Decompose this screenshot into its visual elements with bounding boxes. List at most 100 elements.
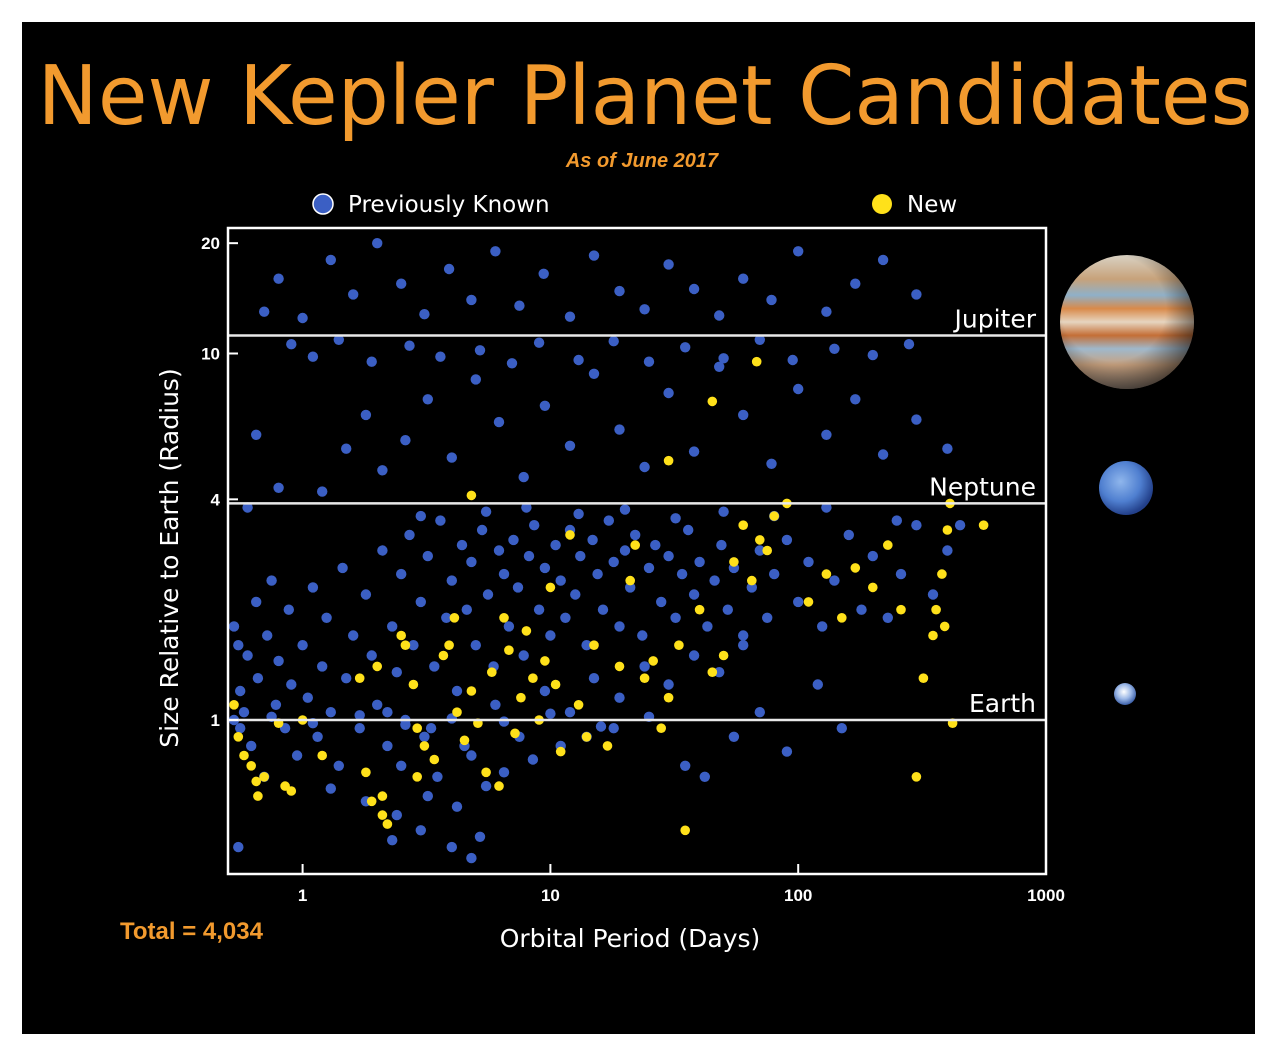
- known-point-217: [643, 356, 655, 367]
- new-point-17: [382, 819, 393, 829]
- new-point-14: [366, 796, 377, 807]
- known-point-221: [787, 354, 798, 366]
- new-point-68: [821, 569, 832, 579]
- known-point-82: [637, 630, 648, 641]
- new-point-74: [911, 772, 922, 782]
- known-point-61: [523, 550, 535, 562]
- new-point-20: [408, 679, 419, 690]
- known-point-49: [461, 604, 472, 615]
- known-point-39: [408, 640, 419, 651]
- known-point-18: [302, 692, 313, 703]
- known-point-251: [812, 679, 823, 690]
- known-point-239: [354, 710, 365, 721]
- known-point-100: [762, 612, 773, 623]
- known-point-116: [382, 707, 393, 718]
- known-point-220: [754, 334, 765, 345]
- known-point-209: [366, 356, 377, 367]
- known-point-76: [603, 515, 614, 526]
- new-point-43: [565, 530, 575, 540]
- new-point-33: [504, 645, 514, 655]
- known-point-9: [262, 630, 273, 641]
- legend-label-previously-known: Previously Known: [348, 192, 550, 218]
- known-point-29: [360, 589, 372, 600]
- known-point-58: [508, 534, 519, 546]
- x-axis-ticks: 1 10 100 1000: [298, 864, 1065, 905]
- new-point-86: [663, 455, 674, 466]
- known-point-193: [588, 250, 600, 261]
- known-point-214: [533, 337, 545, 348]
- new-point-58: [707, 667, 718, 677]
- known-point-162: [518, 471, 529, 483]
- new-point-54: [663, 692, 674, 703]
- known-point-146: [446, 841, 457, 853]
- new-point-70: [850, 563, 861, 573]
- known-point-152: [273, 482, 284, 493]
- known-point-110: [882, 612, 893, 623]
- new-point-91: [377, 791, 388, 801]
- known-point-51: [470, 640, 481, 651]
- legend-label-new: New: [907, 192, 957, 218]
- x-tick-label-3: 1000: [1027, 886, 1065, 905]
- known-point-60: [518, 650, 529, 661]
- planet-images: [1060, 255, 1194, 705]
- known-point-77: [608, 556, 619, 568]
- known-point-163: [539, 400, 551, 411]
- known-point-63: [533, 604, 545, 615]
- new-point-60: [729, 557, 739, 567]
- new-point-41: [550, 679, 561, 690]
- new-point-72: [883, 540, 893, 550]
- known-point-79: [619, 545, 631, 556]
- known-point-207: [307, 351, 319, 362]
- known-point-90: [688, 589, 700, 600]
- known-point-87: [670, 612, 681, 623]
- new-point-0: [229, 700, 239, 710]
- known-point-206: [286, 339, 297, 350]
- y-tick-label-2: 10: [201, 345, 220, 364]
- new-point-12: [354, 673, 365, 683]
- known-point-197: [688, 283, 700, 295]
- series-1: [229, 356, 989, 836]
- new-point-22: [419, 741, 430, 751]
- known-point-20: [312, 731, 323, 742]
- new-point-31: [494, 781, 504, 791]
- known-point-130: [396, 760, 407, 771]
- known-point-24: [333, 760, 344, 771]
- new-point-34: [510, 728, 520, 739]
- known-point-200: [766, 294, 777, 306]
- new-point-65: [769, 511, 779, 521]
- known-point-23: [325, 707, 336, 718]
- new-point-51: [639, 673, 650, 683]
- chart-subtitle: As of June 2017: [565, 150, 719, 172]
- known-point-149: [233, 841, 244, 853]
- known-point-28: [354, 723, 365, 734]
- known-point-190: [514, 300, 525, 311]
- known-point-30: [366, 650, 377, 661]
- new-point-50: [630, 540, 640, 550]
- known-point-247: [699, 771, 710, 782]
- known-point-107: [843, 529, 854, 541]
- known-point-250: [781, 746, 793, 757]
- known-point-73: [587, 534, 598, 546]
- known-point-19: [307, 582, 319, 593]
- known-point-113: [927, 589, 939, 600]
- known-point-157: [400, 435, 411, 446]
- known-point-219: [718, 353, 729, 364]
- chart-title: New Kepler Planet Candidates: [38, 49, 1253, 144]
- known-point-16: [291, 750, 303, 761]
- known-point-22: [321, 612, 332, 623]
- known-point-128: [714, 667, 725, 678]
- known-point-179: [259, 306, 270, 317]
- known-point-45: [441, 612, 452, 623]
- known-point-134: [527, 754, 539, 765]
- known-point-0: [228, 621, 240, 632]
- known-point-154: [341, 443, 352, 454]
- known-point-170: [714, 361, 725, 372]
- known-point-68: [560, 612, 571, 623]
- known-point-167: [639, 461, 650, 473]
- known-point-195: [639, 304, 650, 315]
- known-point-10: [266, 575, 277, 586]
- known-point-7: [252, 673, 264, 684]
- known-point-252: [836, 723, 847, 734]
- known-point-119: [490, 699, 501, 710]
- new-point-3: [246, 761, 256, 771]
